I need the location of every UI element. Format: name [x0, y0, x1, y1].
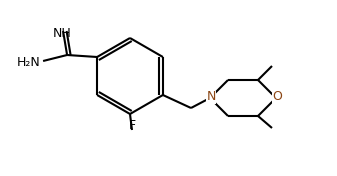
Text: F: F [128, 119, 135, 132]
Text: H₂N: H₂N [16, 55, 40, 68]
Text: N: N [206, 90, 216, 103]
Text: NH: NH [53, 27, 71, 40]
Text: O: O [272, 90, 282, 103]
